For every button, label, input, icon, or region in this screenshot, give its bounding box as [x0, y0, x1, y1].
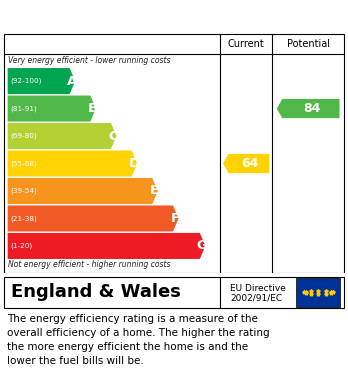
Text: C: C: [108, 129, 118, 143]
Polygon shape: [8, 68, 75, 94]
Polygon shape: [8, 178, 158, 204]
Text: Potential: Potential: [287, 39, 330, 49]
Text: (55-68): (55-68): [10, 160, 37, 167]
Text: B: B: [87, 102, 97, 115]
Polygon shape: [8, 123, 117, 149]
Text: The energy efficiency rating is a measure of the
overall efficiency of a home. T: The energy efficiency rating is a measur…: [7, 314, 269, 366]
Text: (21-38): (21-38): [10, 215, 37, 222]
Polygon shape: [8, 233, 205, 259]
Bar: [296, 278, 340, 307]
Text: EU Directive: EU Directive: [230, 284, 286, 293]
Text: (39-54): (39-54): [10, 188, 37, 194]
Text: D: D: [128, 157, 140, 170]
Polygon shape: [223, 154, 269, 173]
Text: F: F: [171, 212, 180, 225]
Polygon shape: [8, 95, 96, 122]
Text: (69-80): (69-80): [10, 133, 37, 139]
Polygon shape: [8, 151, 137, 176]
Text: Not energy efficient - higher running costs: Not energy efficient - higher running co…: [8, 260, 170, 269]
Text: E: E: [150, 185, 159, 197]
Text: England & Wales: England & Wales: [11, 283, 181, 301]
Text: 84: 84: [303, 102, 320, 115]
Text: A: A: [67, 75, 77, 88]
Text: 2002/91/EC: 2002/91/EC: [230, 293, 283, 302]
Text: 64: 64: [241, 157, 258, 170]
Text: Energy Efficiency Rating: Energy Efficiency Rating: [10, 7, 213, 22]
Polygon shape: [277, 99, 340, 118]
Text: (81-91): (81-91): [10, 105, 37, 112]
Text: (1-20): (1-20): [10, 243, 33, 249]
Text: G: G: [197, 239, 207, 253]
Polygon shape: [8, 205, 179, 231]
Text: (92-100): (92-100): [10, 78, 42, 84]
Text: Current: Current: [228, 39, 264, 49]
Text: Very energy efficient - lower running costs: Very energy efficient - lower running co…: [8, 56, 170, 66]
